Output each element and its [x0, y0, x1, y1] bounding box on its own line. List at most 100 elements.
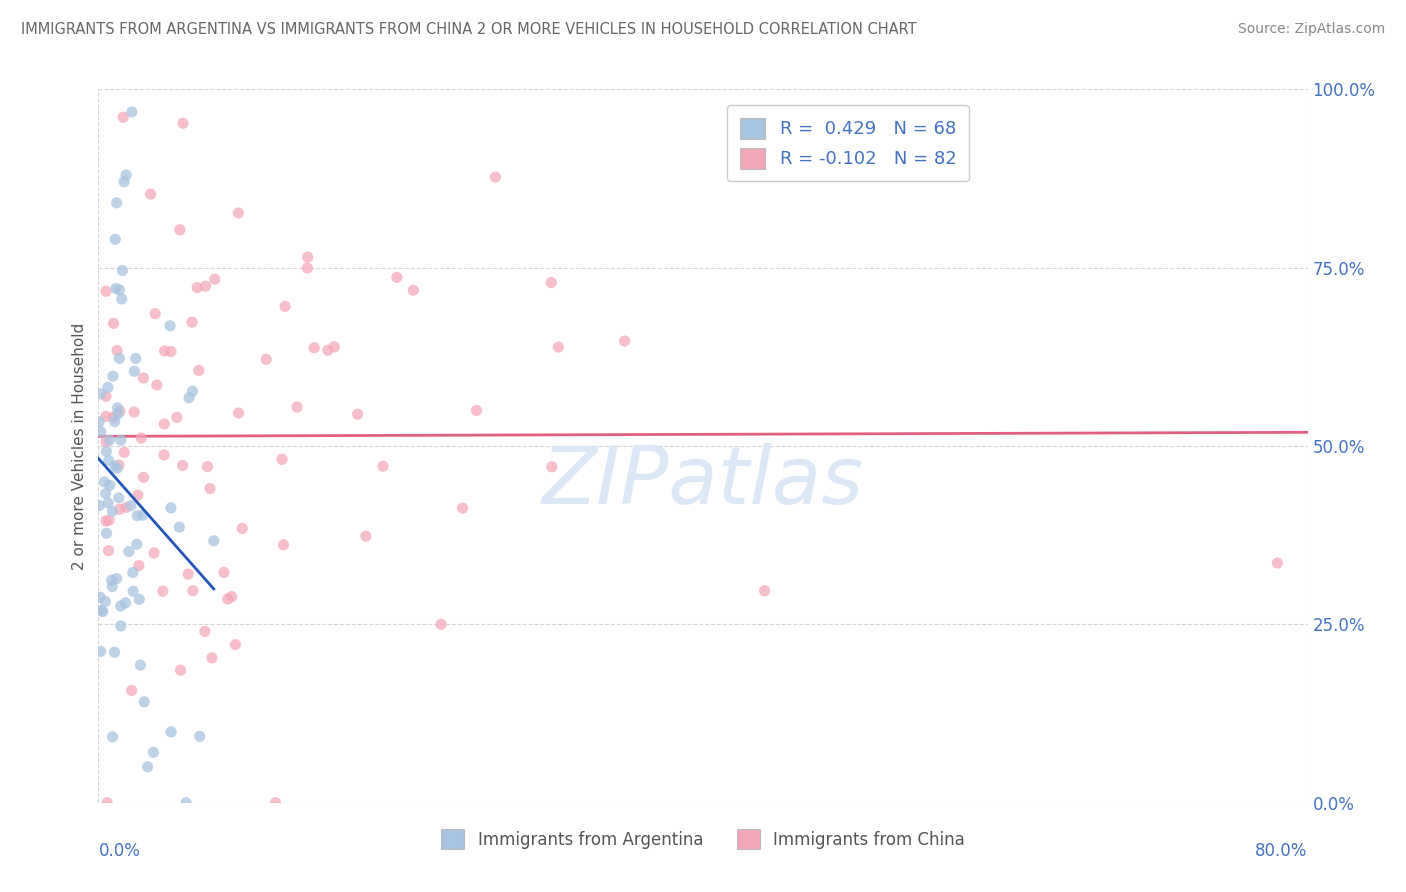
Point [108, 502, 131, 516]
Point [142, 745, 165, 759]
Point [228, 206, 250, 220]
Point [129, 658, 152, 673]
Point [94, 409, 117, 424]
Point [101, 504, 124, 518]
Point [97, 380, 120, 394]
Text: 0.0%: 0.0% [98, 842, 141, 860]
Point [160, 725, 183, 739]
Point [402, 283, 425, 297]
Point [108, 404, 131, 418]
Point [186, 280, 208, 294]
Point [271, 452, 294, 467]
Point [97, 543, 120, 558]
Point [101, 730, 124, 744]
Point [127, 508, 149, 523]
Point [346, 407, 368, 421]
Point [101, 580, 124, 594]
Point [201, 650, 224, 665]
Point [103, 410, 125, 425]
Point [89, 387, 111, 401]
Point [297, 260, 319, 275]
Point [112, 175, 135, 189]
Point [112, 110, 135, 124]
Point [371, 459, 394, 474]
Point [100, 573, 122, 587]
Text: Source: ZipAtlas.com: Source: ZipAtlas.com [1237, 22, 1385, 37]
Point [297, 250, 319, 264]
Point [132, 470, 155, 484]
Point [194, 279, 217, 293]
Point [108, 351, 131, 366]
Point [129, 431, 152, 445]
Point [121, 104, 143, 119]
Text: ZIPatlas: ZIPatlas [541, 442, 865, 521]
Point [204, 272, 226, 286]
Point [118, 544, 141, 558]
Point [125, 351, 148, 366]
Point [122, 584, 145, 599]
Text: 80.0%: 80.0% [1256, 842, 1308, 860]
Point [98, 478, 121, 492]
Point [274, 299, 297, 313]
Point [132, 371, 155, 385]
Point [121, 566, 143, 580]
Point [228, 406, 250, 420]
Point [96, 796, 118, 810]
Point [108, 458, 131, 472]
Point [105, 195, 128, 210]
Point [202, 533, 225, 548]
Point [103, 317, 125, 331]
Point [98, 433, 121, 447]
Point [613, 334, 636, 348]
Point [104, 281, 127, 295]
Point [465, 403, 488, 417]
Point [181, 583, 204, 598]
Point [302, 341, 325, 355]
Point [114, 596, 136, 610]
Point [143, 546, 166, 560]
Text: IMMIGRANTS FROM ARGENTINA VS IMMIGRANTS FROM CHINA 2 OR MORE VEHICLES IN HOUSEHO: IMMIGRANTS FROM ARGENTINA VS IMMIGRANTS … [21, 22, 917, 37]
Point [94, 284, 117, 298]
Point [166, 410, 188, 425]
Point [139, 187, 162, 202]
Point [153, 448, 176, 462]
Point [94, 434, 117, 449]
Point [153, 417, 176, 431]
Point [385, 270, 408, 285]
Point [115, 500, 138, 515]
Point [90, 603, 112, 617]
Point [224, 638, 246, 652]
Point [101, 369, 124, 384]
Point [122, 405, 145, 419]
Point [152, 584, 174, 599]
Point [131, 508, 153, 523]
Point [172, 116, 194, 130]
Point [169, 520, 191, 534]
Point [212, 566, 235, 580]
Point [124, 364, 146, 378]
Point [181, 384, 204, 399]
Point [231, 521, 253, 535]
Point [120, 499, 142, 513]
Point [285, 400, 308, 414]
Point [94, 594, 117, 608]
Point [197, 459, 219, 474]
Point [316, 343, 339, 358]
Point [104, 415, 127, 429]
Point [128, 592, 150, 607]
Point [107, 401, 129, 415]
Point [97, 453, 120, 467]
Point [169, 663, 191, 677]
Point [111, 263, 134, 277]
Point [354, 529, 377, 543]
Point [134, 695, 156, 709]
Point [94, 389, 117, 403]
Point [104, 459, 127, 474]
Point [104, 232, 127, 246]
Point [323, 340, 346, 354]
Point [89, 415, 111, 429]
Point [91, 605, 114, 619]
Point [159, 318, 181, 333]
Point [90, 425, 112, 439]
Point [264, 796, 287, 810]
